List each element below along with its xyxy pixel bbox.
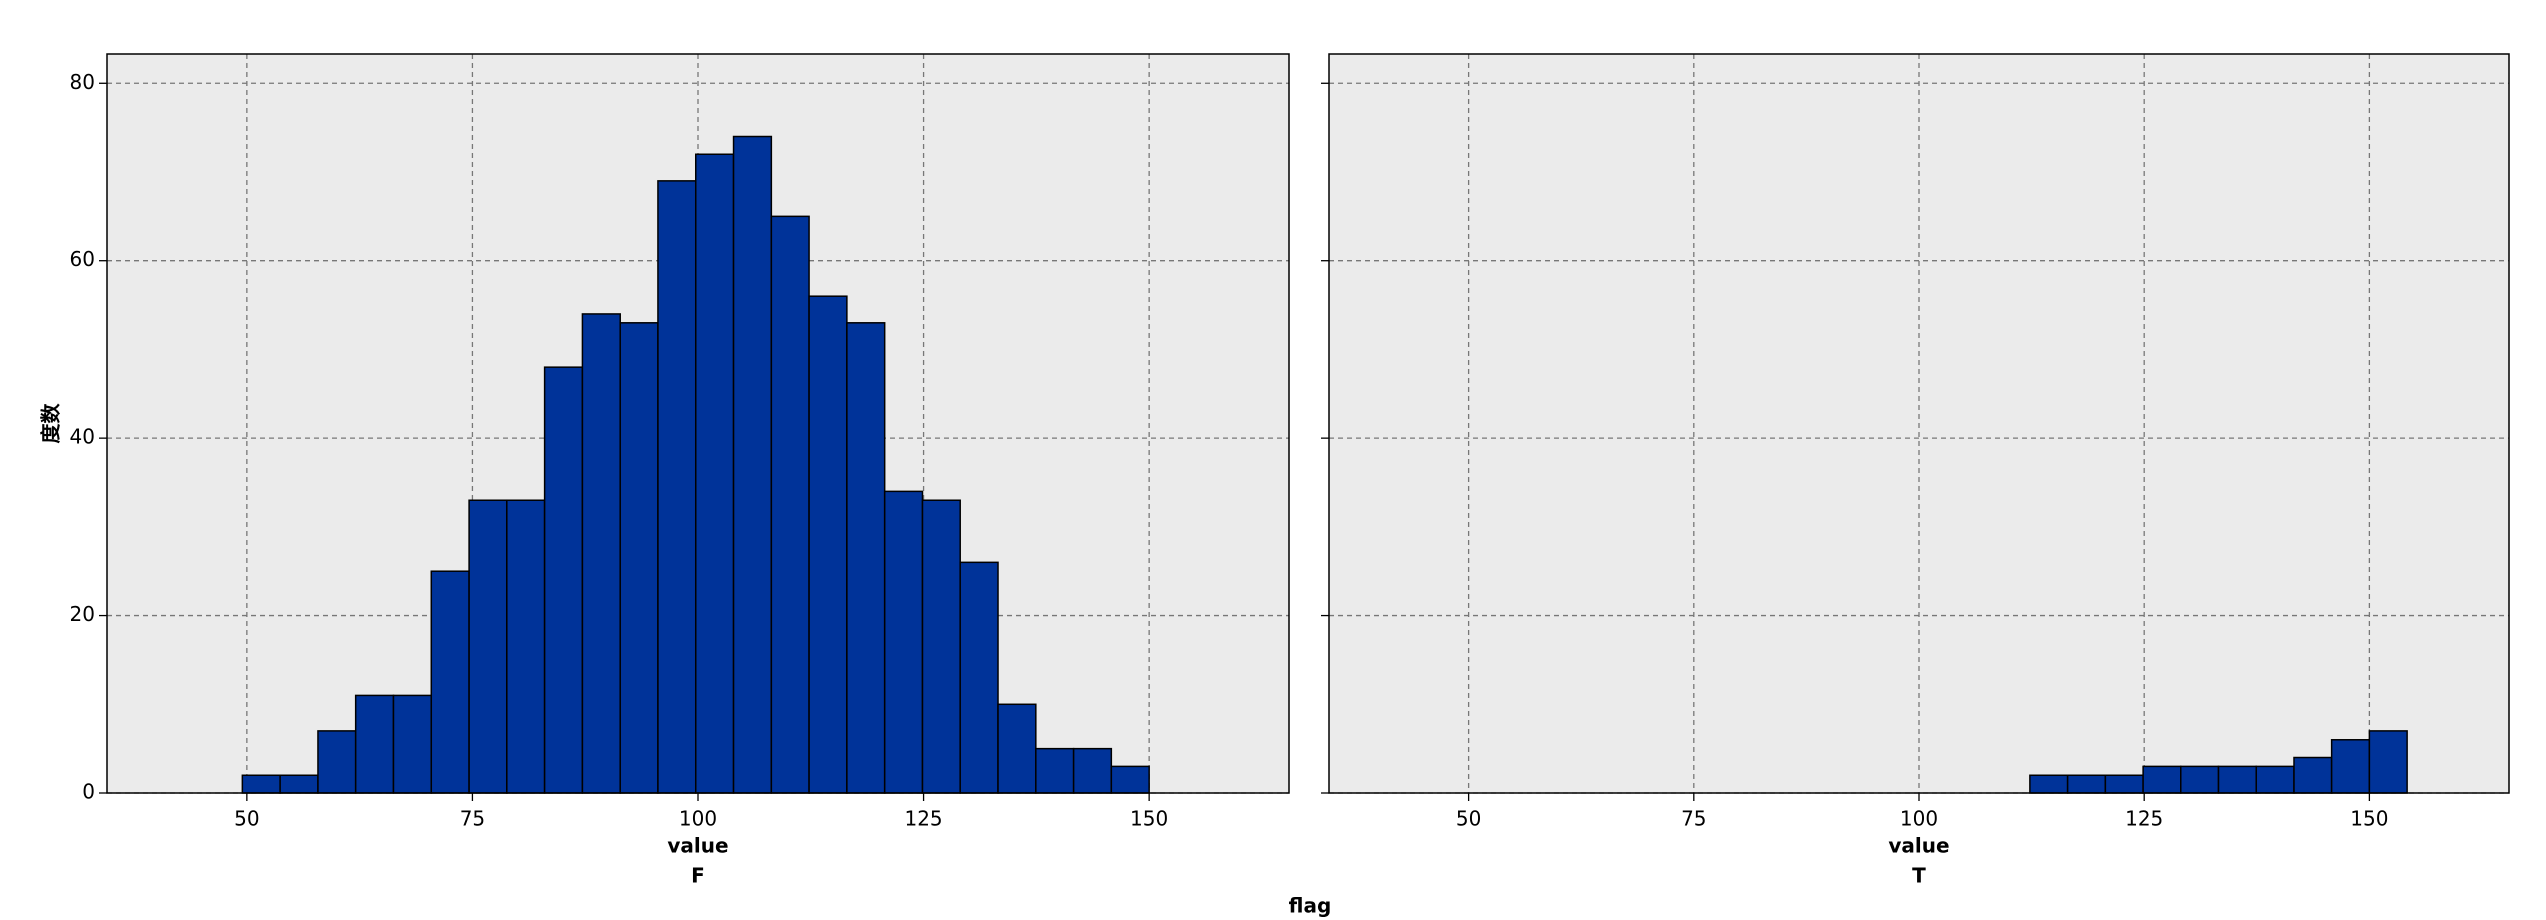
y-axis-label: 度数 — [39, 403, 63, 444]
bar — [959, 561, 999, 794]
bar — [846, 322, 886, 794]
y-tick-label: 0 — [82, 780, 95, 804]
bar — [921, 499, 961, 794]
bar — [1072, 747, 1113, 794]
bar — [657, 180, 697, 794]
bar — [2142, 765, 2182, 794]
y-tick-label: 80 — [70, 70, 95, 94]
bar — [468, 499, 508, 794]
y-tick-label: 40 — [70, 425, 95, 449]
bar — [1110, 765, 1150, 794]
x-tick-label: 125 — [904, 807, 942, 831]
bar — [317, 730, 357, 794]
bar — [2368, 730, 2408, 794]
bar — [883, 490, 924, 794]
bar — [808, 295, 848, 794]
x-tick-label: 75 — [460, 807, 485, 831]
bar — [392, 694, 433, 794]
x-tick-label: 150 — [1130, 807, 1168, 831]
bar — [2104, 774, 2144, 794]
bar — [732, 135, 773, 794]
bar — [543, 366, 584, 794]
x-tick-label: 150 — [2350, 807, 2388, 831]
bar — [279, 774, 319, 794]
plot-frame — [1328, 53, 2510, 794]
y-tick-label: 20 — [70, 602, 95, 626]
bar — [506, 499, 546, 794]
bar — [354, 694, 395, 794]
bar — [2217, 765, 2257, 794]
x-tick-label: 50 — [234, 807, 259, 831]
bar — [2330, 739, 2371, 794]
x-axis-label: value — [667, 834, 728, 858]
bar — [997, 703, 1037, 794]
plot-frame — [106, 53, 1290, 794]
group-label: flag — [1289, 894, 1332, 918]
bar — [581, 313, 621, 794]
bar — [241, 774, 281, 794]
x-tick-label: 100 — [1900, 807, 1938, 831]
bar — [430, 570, 470, 794]
x-tick-label: 100 — [679, 807, 717, 831]
y-tick-label: 60 — [70, 247, 95, 271]
bar — [2255, 765, 2295, 794]
facet-label: T — [1912, 864, 1926, 888]
bar — [770, 215, 810, 794]
bar — [694, 153, 735, 794]
x-tick-label: 75 — [1681, 807, 1706, 831]
x-tick-label: 125 — [2125, 807, 2163, 831]
bar — [1035, 747, 1075, 794]
bar — [2029, 774, 2069, 794]
x-tick-label: 50 — [1456, 807, 1481, 831]
x-axis-label: value — [1888, 834, 1949, 858]
bar — [2293, 756, 2333, 794]
bar — [619, 322, 659, 794]
bar — [2180, 765, 2220, 794]
bar — [2066, 774, 2107, 794]
facet-label: F — [691, 864, 705, 888]
